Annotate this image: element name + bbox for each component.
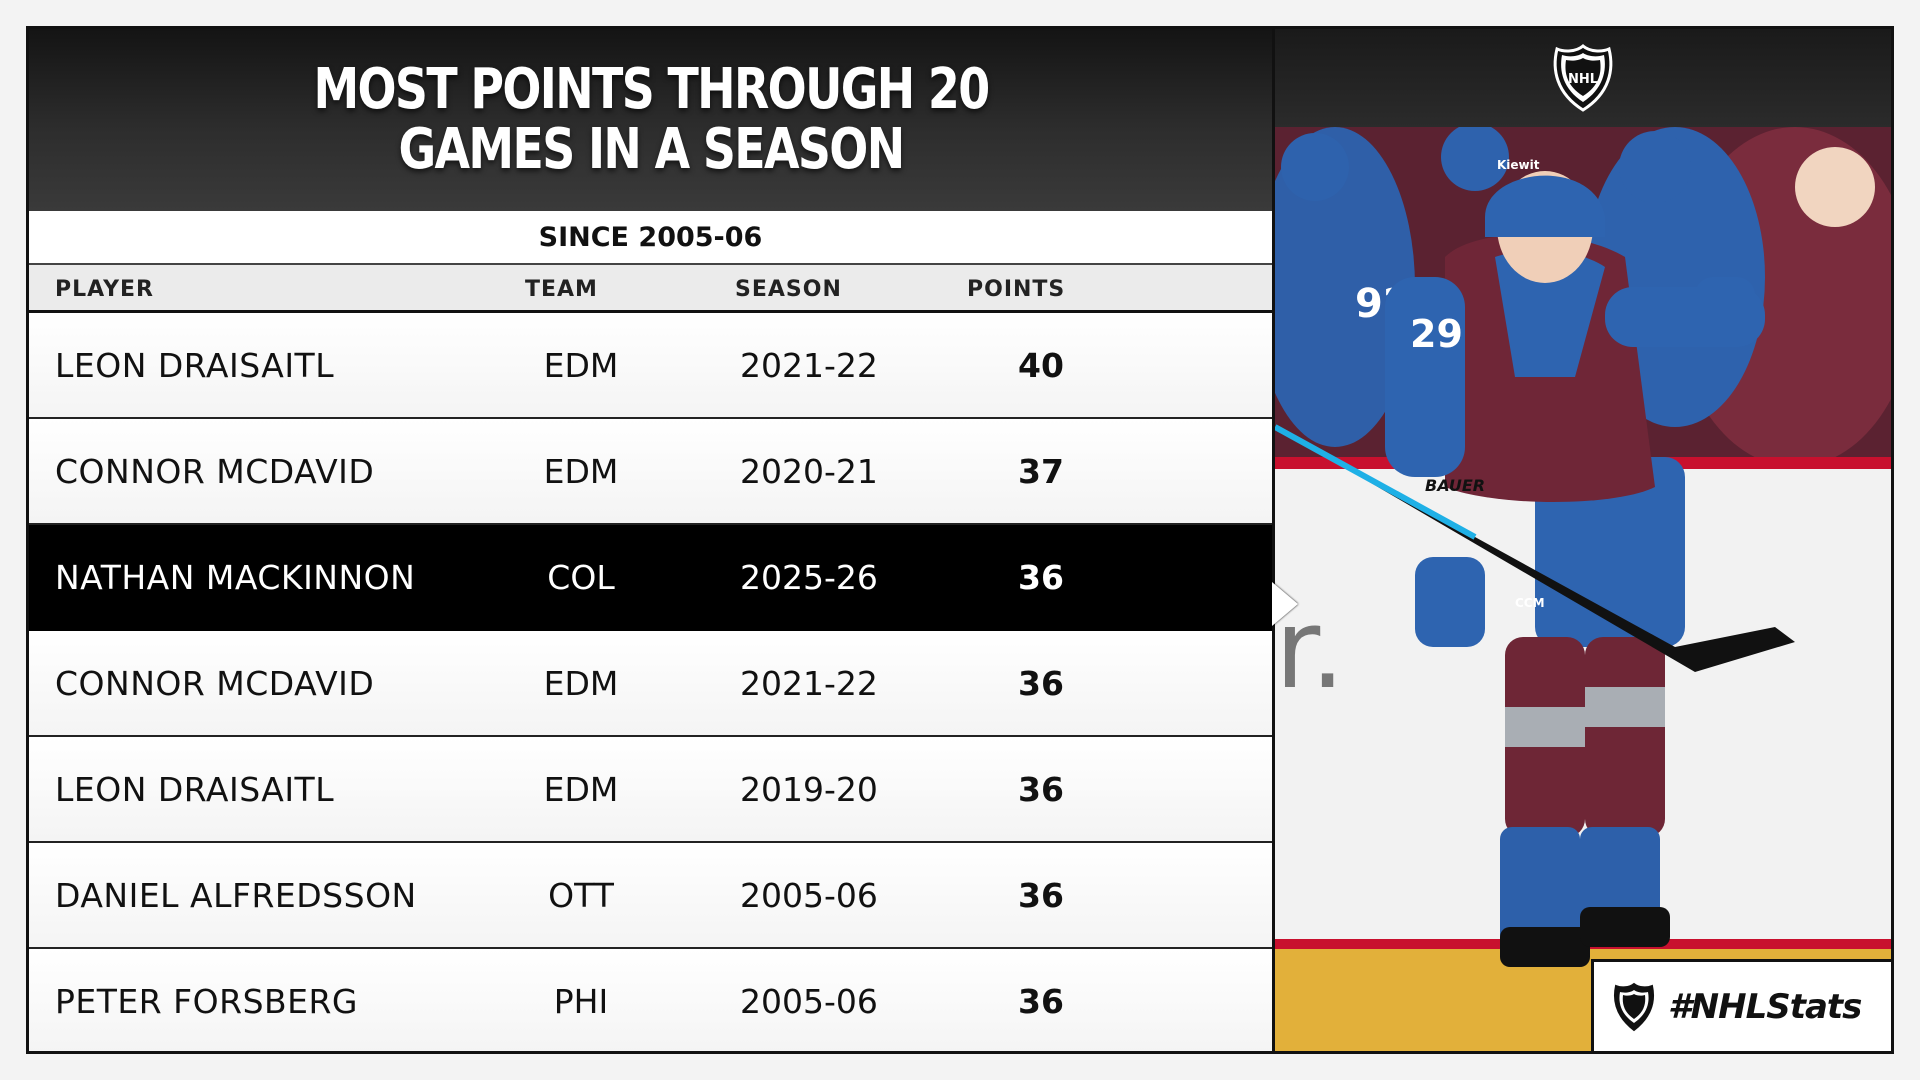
points: 36 xyxy=(1018,558,1064,597)
photo-panel: NHL 92 r. xyxy=(1275,29,1891,1051)
table-row: DANIEL ALFREDSSON OTT 2005-06 36 xyxy=(29,843,1272,949)
player-name: CONNOR MCDAVID xyxy=(55,452,375,491)
header-points: POINTS xyxy=(967,277,1066,302)
team-code: EDM xyxy=(543,770,619,809)
subtitle: SINCE 2005-06 xyxy=(29,211,1272,265)
header-player: PLAYER xyxy=(55,277,154,302)
team-code: OTT xyxy=(548,876,614,915)
team-code: EDM xyxy=(543,346,619,385)
page-title: MOST POINTS THROUGH 20 GAMES IN A SEASON xyxy=(312,57,990,182)
team-code: COL xyxy=(547,558,615,597)
season: 2005-06 xyxy=(740,876,878,915)
player-name: CONNOR MCDAVID xyxy=(55,664,375,703)
player-name: LEON DRAISAITL xyxy=(55,346,335,385)
season: 2025-26 xyxy=(740,558,878,597)
header-season: SEASON xyxy=(735,277,842,302)
season: 2020-21 xyxy=(740,452,878,491)
player-photo: 92 r. xyxy=(1275,123,1891,1051)
points: 36 xyxy=(1018,876,1064,915)
nhl-logo-lettering: NHL xyxy=(1568,72,1598,87)
table-row: CONNOR MCDAVID EDM 2020-21 37 xyxy=(29,419,1272,525)
title-bar: MOST POINTS THROUGH 20 GAMES IN A SEASON xyxy=(29,29,1272,211)
table-row-highlighted: NATHAN MACKINNON COL 2025-26 36 xyxy=(29,525,1272,631)
team-code: EDM xyxy=(543,664,619,703)
season: 2005-06 xyxy=(740,982,878,1021)
team-code: PHI xyxy=(553,982,609,1021)
points: 36 xyxy=(1018,664,1064,703)
helmet-sponsor: Kiewit xyxy=(1497,158,1540,172)
glove-brand: BAUER xyxy=(1425,476,1485,495)
hashtag-text: #NHLStats xyxy=(1668,986,1862,1027)
nhl-shield-logo: NHL xyxy=(1553,44,1613,112)
table-row: PETER FORSBERG PHI 2005-06 36 xyxy=(29,949,1272,1051)
player-name: DANIEL ALFREDSSON xyxy=(55,876,417,915)
table-body: LEON DRAISAITL EDM 2021-22 40 CONNOR MCD… xyxy=(29,313,1272,1051)
season: 2021-22 xyxy=(740,346,878,385)
hashtag-badge: #NHLStats xyxy=(1591,959,1891,1051)
logo-bar: NHL xyxy=(1275,29,1891,127)
season: 2021-22 xyxy=(740,664,878,703)
stats-table-panel: MOST POINTS THROUGH 20 GAMES IN A SEASON… xyxy=(29,29,1272,1051)
table-row: LEON DRAISAITL EDM 2021-22 40 xyxy=(29,313,1272,419)
player-name: NATHAN MACKINNON xyxy=(55,558,416,597)
season: 2019-20 xyxy=(740,770,878,809)
stick-brand: CCM xyxy=(1515,596,1545,610)
player-name: LEON DRAISAITL xyxy=(55,770,335,809)
points: 40 xyxy=(1018,346,1064,385)
player-name: PETER FORSBERG xyxy=(55,982,359,1021)
points: 36 xyxy=(1018,982,1064,1021)
team-code: EDM xyxy=(543,452,619,491)
table-header: PLAYER TEAM SEASON POINTS xyxy=(29,265,1272,313)
points: 36 xyxy=(1018,770,1064,809)
header-team: TEAM xyxy=(525,277,598,302)
table-row: LEON DRAISAITL EDM 2019-20 36 xyxy=(29,737,1272,843)
nhl-small-logo xyxy=(1614,982,1654,1031)
hockey-celebration-illustration: 92 r. xyxy=(1275,123,1891,1051)
stats-card: MOST POINTS THROUGH 20 GAMES IN A SEASON… xyxy=(26,26,1894,1054)
highlight-pointer-icon xyxy=(1272,582,1298,626)
panel-divider xyxy=(1272,29,1275,1051)
jersey-number: 29 xyxy=(1410,312,1463,356)
table-row: CONNOR MCDAVID EDM 2021-22 36 xyxy=(29,631,1272,737)
points: 37 xyxy=(1018,452,1064,491)
